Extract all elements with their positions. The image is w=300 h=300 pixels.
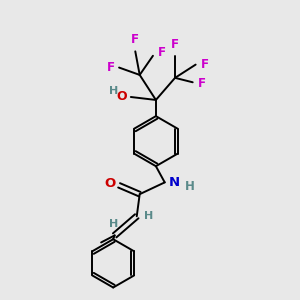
Text: F: F [107,61,115,74]
Text: F: F [201,58,208,71]
Text: N: N [169,176,180,189]
Text: F: F [171,38,179,51]
Text: H: H [185,180,195,193]
Text: H: H [110,219,119,229]
Text: F: F [198,77,206,90]
Text: O: O [104,177,116,190]
Text: O: O [116,91,127,103]
Text: H: H [144,211,153,221]
Text: F: F [158,46,166,59]
Text: H: H [109,85,119,95]
Text: F: F [131,33,139,46]
